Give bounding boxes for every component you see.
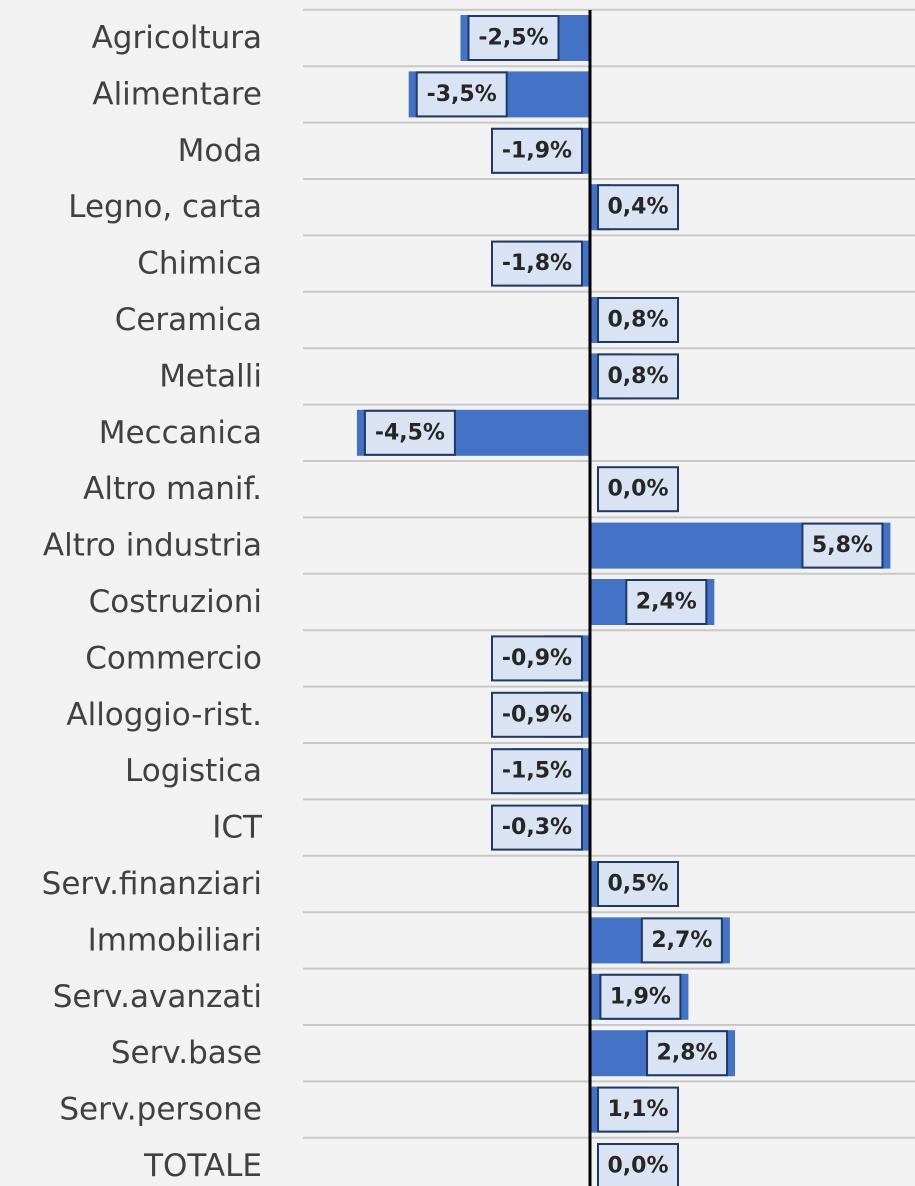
category-label: Chimica [137, 246, 262, 282]
value-label: -1,5% [502, 759, 572, 784]
value-label: -0,3% [502, 815, 572, 840]
category-label: Serv.avanzati [53, 979, 262, 1015]
category-label: Metalli [159, 358, 262, 394]
category-label: Commercio [85, 640, 262, 676]
value-label: -1,8% [502, 251, 572, 276]
value-label: 2,7% [651, 928, 712, 953]
value-label-box [491, 748, 583, 795]
category-label: Serv.base [111, 1035, 262, 1071]
value-label-box [415, 71, 508, 118]
category-label: Meccanica [99, 415, 262, 451]
value-label-box [640, 917, 723, 964]
value-label: -4,5% [375, 420, 445, 445]
value-label: -0,9% [502, 646, 572, 671]
value-label-box [491, 635, 583, 682]
value-label: -0,9% [502, 702, 572, 727]
category-label: Serv.finanziari [42, 866, 262, 902]
category-label: TOTALE [143, 1148, 262, 1184]
category-label: Logistica [125, 753, 262, 789]
value-label: 2,8% [657, 1041, 718, 1066]
value-label-box [597, 184, 679, 231]
value-label-box [363, 409, 456, 456]
category-label: Altro manif. [83, 471, 262, 507]
value-label: 1,9% [610, 984, 671, 1009]
value-label-box [597, 353, 679, 400]
value-label: 0,8% [607, 308, 668, 333]
category-label: Alloggio-rist. [66, 697, 262, 733]
category-label: Ceramica [115, 302, 262, 338]
value-label: 0,8% [607, 364, 668, 389]
category-label: Agricoltura [92, 20, 262, 56]
value-label: 2,4% [636, 590, 697, 615]
value-label: 1,1% [607, 1097, 668, 1122]
value-label-box [599, 973, 682, 1020]
value-label-box [491, 240, 583, 287]
category-label: Immobiliari [88, 922, 262, 958]
category-label: Legno, carta [68, 189, 262, 225]
value-label-box [491, 691, 583, 738]
value-label-box [597, 861, 679, 907]
value-label-box [467, 15, 560, 61]
category-label: Alimentare [92, 76, 262, 112]
value-label: 0,4% [607, 195, 668, 220]
value-label: 0,0% [607, 1154, 668, 1179]
value-label-box [491, 804, 583, 851]
value-label: -2,5% [478, 26, 548, 51]
value-label-box [597, 1143, 679, 1186]
category-label: Costruzioni [89, 584, 262, 620]
category-label: Altro industria [43, 528, 262, 564]
value-label: 0,0% [607, 477, 668, 502]
value-label-box [625, 579, 708, 625]
value-label-box [597, 297, 679, 343]
value-label-box [646, 1030, 729, 1077]
value-label: 5,8% [812, 533, 873, 558]
category-label: Moda [178, 133, 262, 169]
value-label-box [597, 1086, 679, 1133]
category-label: Serv.persone [59, 1092, 262, 1128]
category-label: ICT [212, 810, 263, 846]
value-label-box [491, 127, 583, 174]
value-label: -1,9% [502, 138, 572, 163]
value-label-box [597, 466, 679, 513]
value-label: 0,5% [607, 872, 668, 897]
value-label: -3,5% [427, 82, 497, 107]
value-label-box [801, 522, 884, 569]
